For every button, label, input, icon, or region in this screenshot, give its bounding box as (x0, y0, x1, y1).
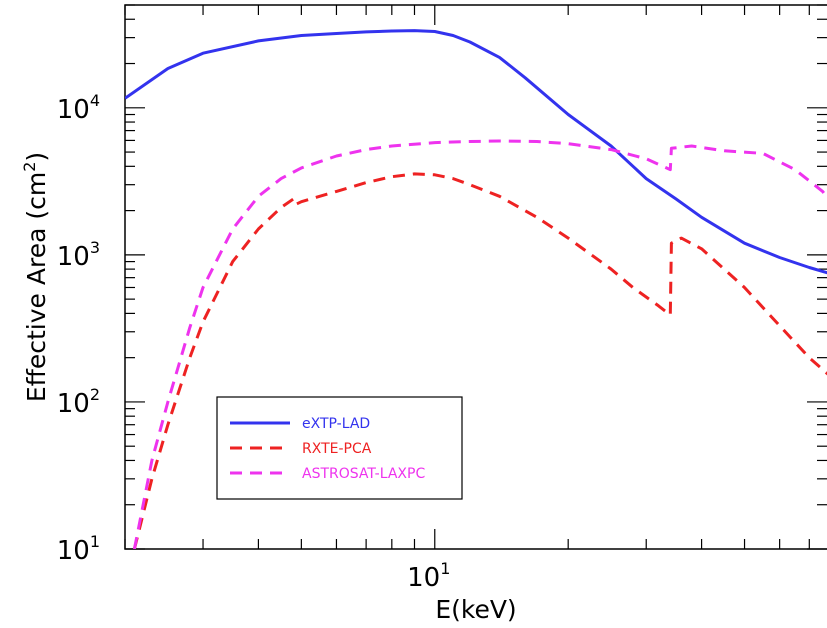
legend-label: ASTROSAT-LAXPC (302, 466, 425, 482)
series-line-2 (132, 172, 827, 549)
legend-label: eXTP-LAD (302, 416, 370, 432)
x-tick-labels: 101 (407, 559, 450, 593)
y-tick-label: 103 (57, 238, 100, 272)
series-line-3 (132, 139, 827, 549)
y-axis-label: Effective Area (cm2) (20, 152, 51, 402)
legend: eXTP-LAD RXTE-PCA ASTROSAT-LAXPC (216, 396, 463, 500)
axis-ticks (124, 4, 827, 550)
y-tick-label: 104 (57, 91, 100, 125)
y-tick-label: 101 (57, 532, 100, 566)
plot-frame (124, 4, 827, 550)
y-tick-labels: 101 102 103 104 (57, 91, 100, 566)
legend-label: RXTE-PCA (302, 441, 372, 457)
series-line-1 (125, 29, 827, 275)
x-tick-label: 101 (407, 559, 450, 593)
series-layer (125, 29, 827, 549)
x-axis-label: E(keV) (435, 595, 516, 624)
y-tick-label: 102 (57, 385, 100, 419)
